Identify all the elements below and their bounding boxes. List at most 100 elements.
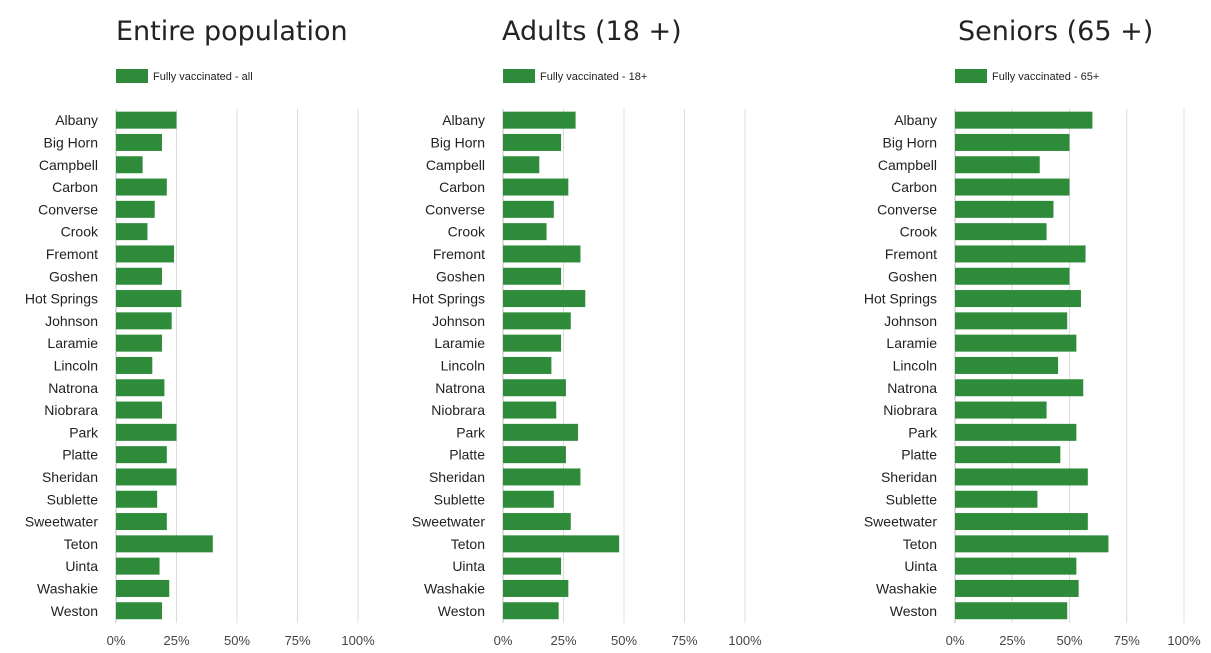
chart-title: Adults (18 +) xyxy=(502,16,682,47)
bar xyxy=(116,468,177,486)
bar xyxy=(503,245,581,263)
category-label: Park xyxy=(908,424,938,440)
category-label: Teton xyxy=(451,536,485,552)
category-label: Teton xyxy=(903,536,937,552)
legend-swatch xyxy=(955,69,987,83)
category-label: Laramie xyxy=(886,335,937,351)
bar xyxy=(955,446,1061,464)
tick-label: 75% xyxy=(284,633,310,648)
bar xyxy=(116,490,158,508)
bar xyxy=(955,156,1040,174)
category-label: Park xyxy=(456,424,486,440)
category-label: Washakie xyxy=(37,580,98,596)
bar xyxy=(503,111,576,129)
tick-label: 100% xyxy=(341,633,375,648)
category-label: Hot Springs xyxy=(412,291,485,307)
category-label: Campbell xyxy=(878,157,937,173)
category-label: Fremont xyxy=(433,246,485,262)
bar xyxy=(955,513,1088,531)
bar xyxy=(503,423,579,441)
category-label: Washakie xyxy=(876,580,937,596)
category-label: Campbell xyxy=(39,157,98,173)
category-label: Uinta xyxy=(65,558,98,574)
bar xyxy=(503,579,569,597)
category-label: Johnson xyxy=(45,313,98,329)
bar xyxy=(503,200,554,218)
bar xyxy=(503,513,571,531)
bar xyxy=(116,200,155,218)
category-label: Lincoln xyxy=(441,357,485,373)
chart-panel-3: Seniors (65 +) Fully vaccinated - 65+ Alba… xyxy=(864,16,1201,648)
bar xyxy=(955,356,1059,374)
category-label: Uinta xyxy=(452,558,485,574)
tick-label: 25% xyxy=(550,633,576,648)
bar xyxy=(116,156,143,174)
chart-panel-2: Adults (18 +) Fully vaccinated - 18+ Alban… xyxy=(412,16,762,648)
bar xyxy=(955,111,1093,129)
tick-label: 75% xyxy=(671,633,697,648)
bar xyxy=(955,133,1070,151)
category-label: Lincoln xyxy=(54,357,98,373)
bar xyxy=(955,245,1086,263)
category-label: Big Horn xyxy=(431,134,485,150)
category-label: Laramie xyxy=(434,335,485,351)
category-label: Big Horn xyxy=(883,134,937,150)
bar xyxy=(955,379,1084,397)
bar xyxy=(116,111,177,129)
category-label: Albany xyxy=(55,112,98,128)
bar xyxy=(503,379,566,397)
bar xyxy=(955,290,1081,308)
bar xyxy=(116,178,167,196)
category-label: Fremont xyxy=(46,246,98,262)
category-label: Fremont xyxy=(885,246,937,262)
bar xyxy=(955,535,1109,553)
bar xyxy=(955,579,1079,597)
tick-label: 50% xyxy=(611,633,637,648)
bar xyxy=(503,490,554,508)
bar xyxy=(503,401,557,419)
bar xyxy=(955,178,1070,196)
legend-swatch xyxy=(503,69,535,83)
bar xyxy=(503,312,571,330)
bar xyxy=(503,446,566,464)
category-label: Crook xyxy=(448,224,486,240)
category-label: Sweetwater xyxy=(412,514,485,530)
bar xyxy=(955,267,1070,285)
bar xyxy=(116,334,162,352)
category-label: Campbell xyxy=(426,157,485,173)
chart-title: Seniors (65 +) xyxy=(958,16,1153,47)
category-label: Goshen xyxy=(49,268,98,284)
bar xyxy=(955,401,1047,419)
category-label: Sheridan xyxy=(881,469,937,485)
category-label: Uinta xyxy=(904,558,937,574)
category-label: Weston xyxy=(51,603,98,619)
legend-swatch xyxy=(116,69,148,83)
category-label: Washakie xyxy=(424,580,485,596)
bar xyxy=(503,178,569,196)
category-label: Park xyxy=(69,424,99,440)
category-label: Sweetwater xyxy=(864,514,937,530)
category-label: Natrona xyxy=(48,380,98,396)
chart-title: Entire population xyxy=(116,16,348,47)
bar xyxy=(116,557,160,575)
category-label: Carbon xyxy=(52,179,98,195)
category-label: Natrona xyxy=(887,380,937,396)
category-label: Crook xyxy=(900,224,938,240)
bar xyxy=(503,557,562,575)
chart-panel-1: Entire population Fully vaccinated - all A… xyxy=(25,16,375,648)
bar xyxy=(955,602,1068,620)
tick-label: 0% xyxy=(946,633,965,648)
category-label: Converse xyxy=(425,201,485,217)
bar xyxy=(503,535,620,553)
bar xyxy=(503,133,562,151)
category-label: Platte xyxy=(62,447,98,463)
bar xyxy=(116,423,177,441)
category-label: Laramie xyxy=(47,335,98,351)
bar xyxy=(503,334,562,352)
bar xyxy=(503,267,562,285)
bar xyxy=(116,535,213,553)
category-label: Converse xyxy=(877,201,937,217)
bar xyxy=(503,468,581,486)
category-label: Niobrara xyxy=(44,402,98,418)
